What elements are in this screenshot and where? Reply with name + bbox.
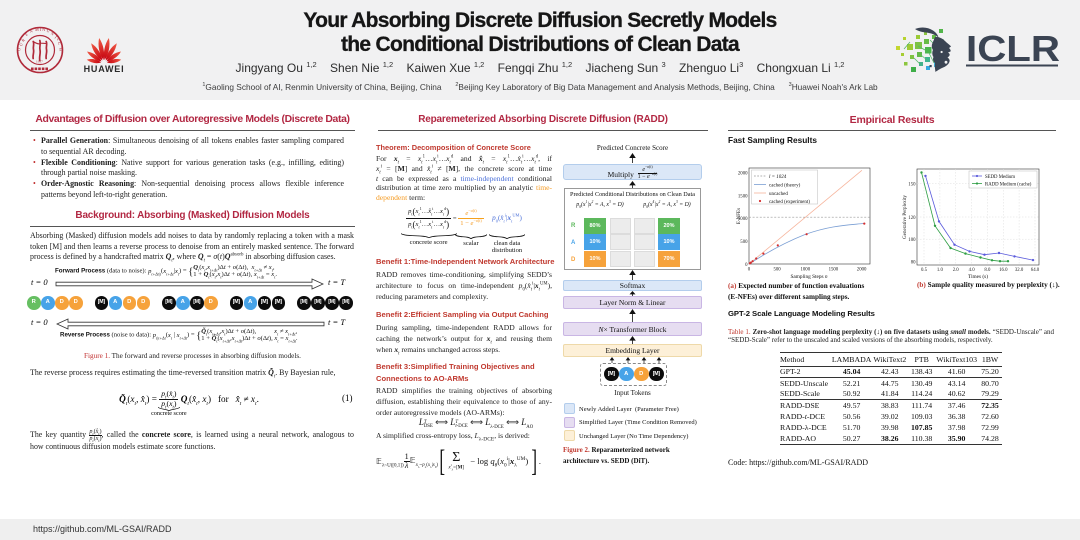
svg-text:1000: 1000 [738,217,748,222]
svg-text:H: H [58,47,64,52]
svg-text:N: N [50,31,55,37]
svg-text:R: R [20,37,26,43]
svg-text:cached (theory): cached (theory) [769,183,801,188]
svg-text:1937: 1937 [36,60,43,64]
svg-text:1.0: 1.0 [937,268,944,273]
svg-text:32.0: 32.0 [1015,268,1024,273]
svg-text:1000: 1000 [801,268,811,273]
svg-text:Sampling Steps n: Sampling Steps n [790,274,827,280]
svg-text:16.0: 16.0 [999,268,1008,273]
svg-text:2000: 2000 [738,172,748,177]
svg-text:2.0: 2.0 [953,268,960,273]
svg-text:64.0: 64.0 [1031,268,1040,273]
svg-text:150: 150 [908,183,916,188]
svg-text:100: 100 [908,238,916,243]
svg-text:l = 1024: l = 1024 [769,175,787,180]
svg-text:Times (s): Times (s) [968,273,988,280]
svg-text:8.0: 8.0 [984,268,991,273]
svg-text:4.0: 4.0 [969,268,976,273]
svg-text:500: 500 [773,268,781,273]
svg-text:ICLR: ICLR [966,28,1060,69]
svg-text:0.5: 0.5 [921,268,928,273]
svg-text:uncached: uncached [769,192,788,197]
svg-text:80: 80 [911,260,916,265]
svg-text:500: 500 [740,240,748,245]
svg-text:C: C [57,41,63,46]
svg-text:0: 0 [745,263,748,268]
svg-text:1500: 1500 [829,268,839,273]
svg-text:E: E [24,31,29,37]
svg-text:SEDD Medium: SEDD Medium [985,175,1015,180]
svg-text:M I N: M I N [35,27,45,32]
svg-text:RADD Medium (cache): RADD Medium (cache) [985,182,1032,187]
svg-text:120: 120 [908,216,916,221]
svg-text:O: O [16,47,22,52]
svg-text:2000: 2000 [857,268,867,273]
svg-text:I V: I V [54,35,61,42]
svg-text:N: N [29,28,33,34]
svg-text:0: 0 [748,268,751,273]
svg-text:U: U [46,28,50,34]
svg-text:E-NFEs: E-NFEs [737,208,742,224]
svg-text:Generative Perplexity: Generative Perplexity [903,195,908,239]
svg-text:1500: 1500 [738,194,748,199]
svg-text:cached (experiment): cached (experiment) [769,200,810,205]
svg-text:U: U [18,42,24,47]
